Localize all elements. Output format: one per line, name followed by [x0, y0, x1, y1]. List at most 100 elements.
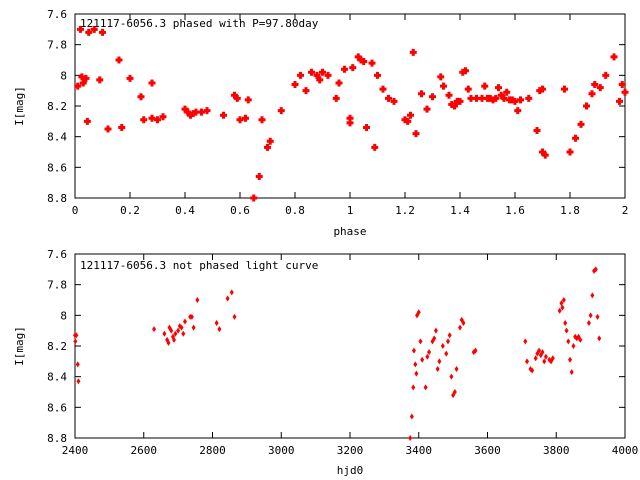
data-point	[593, 266, 598, 273]
data-point	[316, 76, 324, 84]
data-point	[566, 338, 571, 345]
data-point	[374, 71, 381, 79]
y-tick-label: 7.8	[47, 39, 67, 52]
data-point	[437, 73, 445, 81]
data-point	[445, 338, 450, 345]
data-point	[543, 353, 548, 360]
data-point	[214, 320, 219, 326]
data-point	[244, 96, 252, 104]
y-tick-label: 8	[60, 309, 67, 322]
data-point	[118, 123, 126, 131]
data-point	[181, 105, 189, 113]
data-point	[517, 96, 524, 104]
data-point	[420, 356, 425, 363]
data-point	[187, 111, 194, 119]
x-tick-label: 1.8	[560, 204, 580, 217]
data-point	[560, 304, 565, 311]
data-point	[341, 65, 348, 73]
x-tick-label: 3600	[474, 444, 501, 457]
data-point	[514, 107, 522, 115]
unphased-ticks	[74, 253, 626, 439]
unphased-y-axis-label: I[mag]	[13, 326, 26, 366]
data-point	[242, 114, 249, 122]
x-tick-label: 0.8	[285, 204, 305, 217]
data-point	[148, 79, 156, 87]
data-point	[324, 71, 332, 79]
data-point	[184, 108, 192, 116]
data-point	[508, 96, 516, 104]
x-tick-label: 2400	[62, 444, 89, 457]
x-tick-label: 2800	[199, 444, 226, 457]
data-point	[195, 297, 200, 303]
data-point	[616, 97, 623, 105]
data-point	[172, 336, 176, 343]
data-point	[561, 85, 568, 93]
data-point	[423, 105, 431, 113]
data-point	[148, 114, 156, 122]
data-point	[536, 87, 544, 95]
data-point	[229, 289, 234, 296]
data-point	[90, 25, 98, 33]
data-point	[416, 309, 421, 316]
data-point	[572, 134, 579, 142]
data-point	[445, 91, 453, 99]
data-point	[440, 343, 445, 349]
data-point	[198, 108, 205, 116]
data-point	[360, 58, 368, 66]
data-point	[390, 97, 398, 105]
data-point	[319, 68, 326, 76]
x-tick-label: 1.6	[505, 204, 525, 217]
y-tick-label: 8.8	[47, 432, 67, 445]
data-point	[451, 102, 458, 110]
data-point	[568, 356, 572, 363]
y-tick-label: 8.6	[47, 161, 67, 174]
x-tick-label: 3000	[268, 444, 295, 457]
x-tick-label: 1.2	[395, 204, 415, 217]
data-point	[233, 94, 241, 102]
data-point	[413, 361, 418, 368]
data-point	[104, 125, 112, 133]
data-point	[473, 347, 478, 354]
data-point	[596, 84, 604, 92]
data-point	[231, 91, 238, 99]
data-point	[115, 56, 123, 64]
data-point	[173, 330, 178, 337]
data-point	[191, 324, 196, 331]
data-point	[349, 64, 357, 72]
y-tick-label: 8.4	[47, 131, 67, 144]
data-point	[595, 313, 600, 320]
x-tick-label: 0.2	[120, 204, 140, 217]
data-point	[154, 116, 161, 124]
data-point	[577, 120, 585, 128]
data-point	[277, 107, 285, 115]
data-point	[486, 94, 494, 102]
data-point	[414, 370, 419, 377]
data-point	[461, 320, 466, 326]
data-point	[354, 53, 362, 61]
data-point	[533, 127, 541, 135]
data-point	[590, 292, 595, 299]
data-point	[435, 366, 440, 372]
data-point	[368, 59, 376, 67]
x-tick-label: 3800	[543, 444, 570, 457]
data-point	[583, 102, 590, 110]
data-point	[166, 339, 171, 346]
data-point	[85, 28, 93, 36]
data-point	[418, 90, 425, 98]
data-point	[140, 116, 148, 124]
data-point	[96, 76, 104, 84]
data-point	[550, 355, 555, 362]
y-tick-label: 8	[60, 69, 67, 82]
data-point	[478, 94, 486, 102]
unphased-data-points	[73, 266, 602, 441]
phased-light-curve-panel: 0 0.2 0.4 0.6 0.8 1 1.2 1.4 1.6 1.8 2 7.6 7.8 8 8.2 8.4…	[13, 8, 629, 238]
data-point	[447, 332, 452, 339]
y-tick-label: 8.8	[47, 192, 67, 205]
data-point	[429, 93, 436, 101]
y-tick-label: 8.2	[47, 100, 67, 113]
data-point	[541, 151, 549, 159]
data-point	[444, 350, 449, 357]
data-point	[189, 313, 194, 320]
data-point	[412, 130, 420, 138]
data-point	[79, 79, 87, 87]
